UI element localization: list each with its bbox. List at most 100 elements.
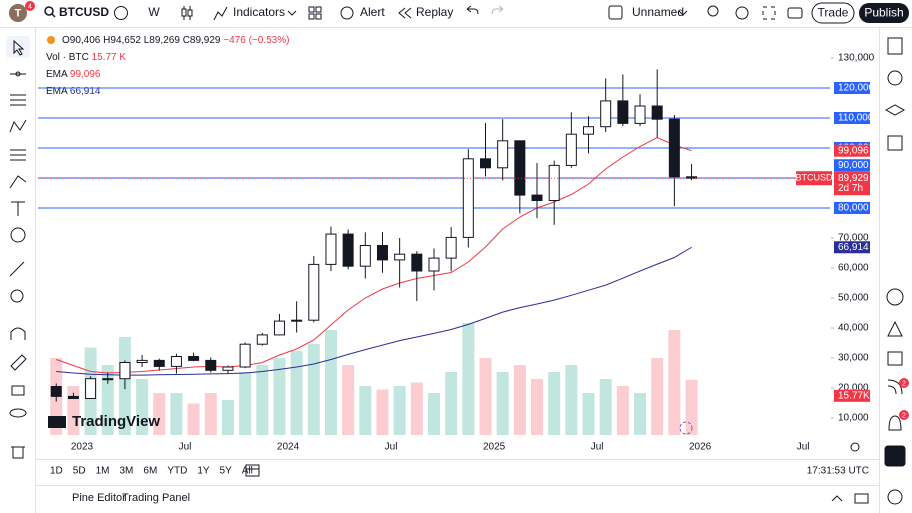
price-tag-symbol: BTCUSD [795, 173, 833, 183]
volume-value: 15.77 K [92, 52, 127, 63]
range-button[interactable]: 1D [50, 466, 63, 477]
candle-body [102, 378, 114, 381]
range-button[interactable]: 6M [143, 466, 157, 477]
symbol[interactable]: BTCUSD [59, 5, 109, 19]
candle-body [548, 164, 560, 201]
publish-button[interactable] [859, 3, 909, 23]
replay[interactable]: Replay [416, 5, 453, 19]
volume-bar [273, 358, 286, 435]
candle-body [686, 176, 698, 179]
range-button[interactable]: 3M [120, 466, 134, 477]
collapse[interactable] [831, 495, 843, 502]
high: H94,652 [103, 35, 141, 46]
volume-bar [410, 382, 423, 435]
candle-body [273, 320, 285, 336]
quick-search[interactable] [707, 5, 719, 17]
volume-bar [256, 365, 269, 435]
add-symbol[interactable] [114, 6, 128, 20]
y-tick-label: 30,000 [838, 353, 869, 364]
logo: TradingView [72, 413, 160, 430]
level-label-box [834, 81, 870, 94]
bottom-tab[interactable]: Trading Panel [122, 492, 190, 504]
clock: 17:31:53 UTC [807, 466, 869, 477]
volume-bar [170, 393, 183, 435]
x-tick-label: Jul [797, 442, 810, 453]
volume-bar [685, 379, 698, 435]
volume-bar [290, 351, 303, 435]
x-tick-label: 2024 [277, 442, 300, 453]
open: O90,406 [62, 35, 101, 46]
redo[interactable] [491, 5, 504, 15]
candle-body [359, 244, 371, 267]
candle-body [479, 158, 491, 169]
logo-mark [48, 416, 66, 428]
price-tag [834, 171, 870, 196]
coin-icon [47, 36, 55, 44]
x-tick-label: 2025 [483, 442, 506, 453]
close: C89,929 [183, 35, 221, 46]
notification-count: 2 [902, 412, 906, 419]
chart-type-icon[interactable] [181, 6, 193, 20]
trade-label: Trade [818, 6, 849, 20]
avatar[interactable] [9, 4, 27, 22]
notification-count: 2 [902, 380, 906, 387]
snapshot[interactable] [787, 7, 803, 19]
volume-bar [651, 358, 664, 435]
ema-name: EMA [46, 86, 68, 97]
ema-legend: EMA 66,914 [46, 86, 101, 97]
price-tag-countdown: 2d 7h [838, 183, 863, 194]
ema-legend: EMA 99,096 [46, 69, 101, 80]
range-button[interactable]: All [242, 466, 253, 477]
volume-bar [307, 344, 320, 435]
indicators[interactable]: Indicators [233, 5, 285, 19]
drawing-tools[interactable] [6, 36, 30, 459]
candle-body [291, 319, 303, 322]
volume-bar [427, 393, 440, 435]
layout-name[interactable]: Unnamed [632, 5, 684, 19]
ema-label: 99,096 [838, 145, 869, 156]
badge [25, 1, 35, 11]
axis-settings[interactable] [850, 442, 860, 452]
maximize[interactable] [854, 493, 869, 504]
ema-label: 66,914 [838, 242, 869, 253]
candle-body [50, 385, 62, 397]
volume-bar [393, 386, 406, 435]
alert-icon [340, 6, 354, 20]
range-button[interactable]: 1Y [197, 466, 210, 477]
candle-body [600, 100, 612, 128]
volume-bar [462, 323, 475, 435]
fullscreen[interactable] [762, 6, 776, 20]
y-tick-label: 80,000 [838, 203, 869, 214]
price-tag [796, 171, 832, 186]
interval[interactable]: W [148, 5, 160, 19]
range-button[interactable]: YTD [167, 466, 187, 477]
alert[interactable]: Alert [360, 5, 385, 19]
candle-body [428, 257, 440, 272]
range-button[interactable]: 5Y [220, 466, 233, 477]
y-tick-label: 40,000 [838, 323, 869, 334]
volume-label-box [834, 389, 870, 402]
side-panel-icons[interactable] [884, 37, 906, 505]
range-button[interactable]: 5D [73, 466, 86, 477]
volume-bar [599, 379, 612, 435]
undo[interactable] [466, 5, 479, 15]
x-tick-label: Jul [591, 442, 604, 453]
candle-body [651, 105, 663, 120]
layouts-icon[interactable] [308, 6, 322, 20]
volume-bar [101, 365, 114, 435]
search-icon[interactable] [44, 6, 54, 16]
settings[interactable] [735, 6, 749, 20]
volume-bar [445, 372, 458, 435]
volume-bar [496, 372, 509, 435]
bottom-tab[interactable]: Pine Editor [72, 492, 126, 504]
candle-body [308, 263, 320, 321]
trade-button[interactable] [811, 2, 855, 24]
range-button[interactable]: 1M [96, 466, 110, 477]
volume-bar [324, 330, 337, 435]
candle-body [325, 233, 337, 265]
y-tick-label: 20,000 [838, 383, 869, 394]
layout-checkbox[interactable] [608, 5, 623, 20]
date-range-icon[interactable] [245, 464, 260, 477]
